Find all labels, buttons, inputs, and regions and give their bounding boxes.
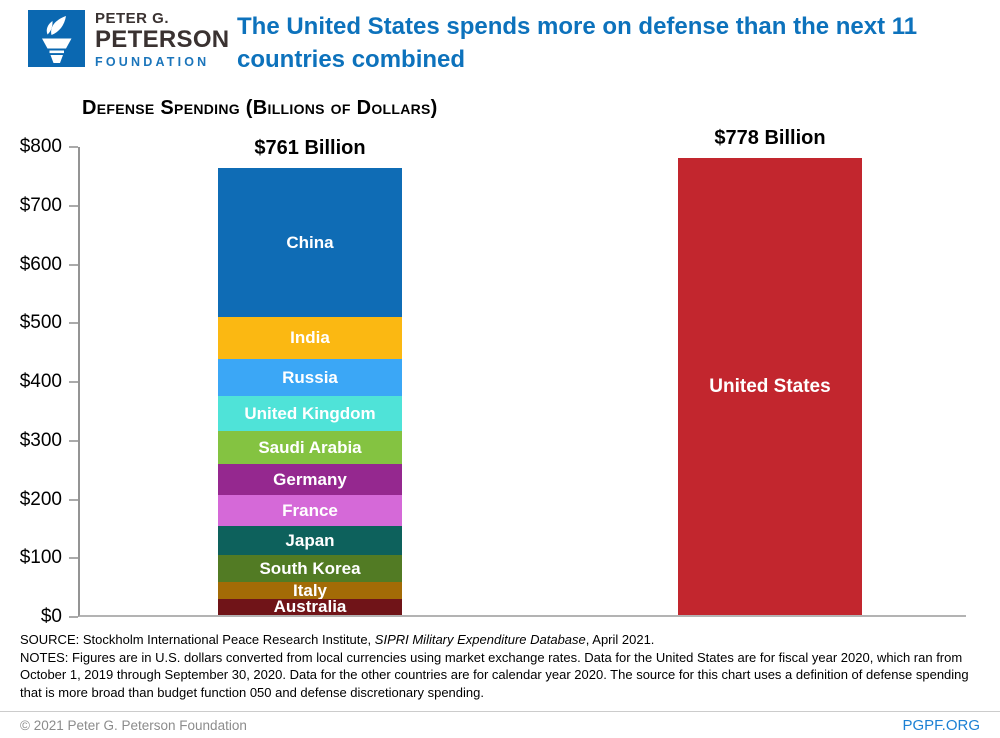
y-axis-label: $500 xyxy=(19,312,62,334)
y-axis-tick xyxy=(69,263,78,266)
segment-label-japan: Japan xyxy=(285,531,335,551)
bar-united-states: United States xyxy=(678,157,862,615)
source-line: SOURCE: Stockholm International Peace Re… xyxy=(20,631,988,649)
segment-label-australia: Australia xyxy=(273,597,347,617)
source-italic: SIPRI Military Expenditure Database xyxy=(374,632,586,647)
copyright-text: © 2021 Peter G. Peterson Foundation xyxy=(20,718,247,733)
y-axis-tick xyxy=(69,381,78,383)
brand-wordmark: PETER G. PETERSON FOUNDATION xyxy=(95,11,229,69)
segment-italy: Italy xyxy=(218,582,402,599)
plot-area: $0 $100 $200 $300 $400 $500 $600 $700 $800 China I… xyxy=(20,127,966,627)
torch-icon xyxy=(42,16,72,63)
segment-india: India xyxy=(218,316,402,360)
y-axis-tick xyxy=(69,322,78,325)
footer: © 2021 Peter G. Peterson Foundation PGPF… xyxy=(0,711,1000,738)
y-axis-label: $100 xyxy=(19,547,62,569)
segment-australia: Australia xyxy=(218,597,402,617)
page-title: The United States spends more on defense… xyxy=(237,13,918,73)
source-prefix: SOURCE: Stockholm International Peace Re… xyxy=(20,632,375,647)
y-axis-tick xyxy=(69,204,78,207)
segment-label-south-korea: South Korea xyxy=(259,559,361,579)
segment-united-kingdom: United Kingdom xyxy=(218,395,402,431)
y-axis-tick xyxy=(69,616,78,618)
chart-heading: Defense Spending (Billions of Dollars) xyxy=(82,97,438,119)
segment-saudi-arabia: Saudi Arabia xyxy=(218,430,402,465)
segment-label-india: India xyxy=(290,328,330,348)
y-axis-tick xyxy=(69,557,78,560)
segment-france: France xyxy=(218,495,402,527)
pgpf-org-link[interactable]: PGPF.ORG xyxy=(902,717,980,734)
segment-label-united-kingdom: United Kingdom xyxy=(244,403,376,423)
y-axis-label: $300 xyxy=(19,429,62,451)
segment-label-united-states: United States xyxy=(709,375,831,397)
y-axis-label: $400 xyxy=(19,371,62,392)
segment-label-saudi-arabia: Saudi Arabia xyxy=(258,437,362,457)
y-axis-label: $200 xyxy=(19,488,62,510)
y-axis-label: $600 xyxy=(19,253,62,275)
y-axis-label: $800 xyxy=(19,136,62,157)
segment-label-china: China xyxy=(286,232,334,252)
y-axis-tick xyxy=(69,498,78,501)
segment-germany: Germany xyxy=(218,464,402,496)
y-axis-tick xyxy=(69,146,78,148)
bar-total-label-united-states: $778 Billion xyxy=(714,126,826,149)
notes-line: NOTES: Figures are in U.S. dollars conve… xyxy=(20,649,969,700)
source-suffix: , April 2021. xyxy=(585,632,655,647)
brand-line-peter-g: PETER G. xyxy=(95,10,170,27)
segment-label-italy: Italy xyxy=(292,580,328,600)
segment-label-france: France xyxy=(282,501,338,521)
segment-china: China xyxy=(218,167,402,317)
brand-line-peterson: PETERSON xyxy=(95,26,230,53)
source-notes: SOURCE: Stockholm International Peace Re… xyxy=(20,631,988,701)
bar-total-label-next-11-countries: $761 Billion xyxy=(254,136,366,159)
bar-next-11-countries: China India Russia United Kingdom Saudi Arab… xyxy=(218,167,402,617)
segment-united-states: United States xyxy=(678,157,862,615)
pgpf-logo xyxy=(28,10,85,67)
segment-south-korea: South Korea xyxy=(218,555,402,583)
brand-line-foundation: FOUNDATION xyxy=(95,55,210,69)
y-axis-tick xyxy=(69,439,78,442)
segment-label-germany: Germany xyxy=(273,470,347,490)
y-axis-label: $0 xyxy=(40,606,62,627)
segment-russia: Russia xyxy=(218,359,402,396)
segment-label-russia: Russia xyxy=(282,368,338,388)
segment-japan: Japan xyxy=(218,526,402,556)
y-axis-label: $700 xyxy=(19,194,62,216)
